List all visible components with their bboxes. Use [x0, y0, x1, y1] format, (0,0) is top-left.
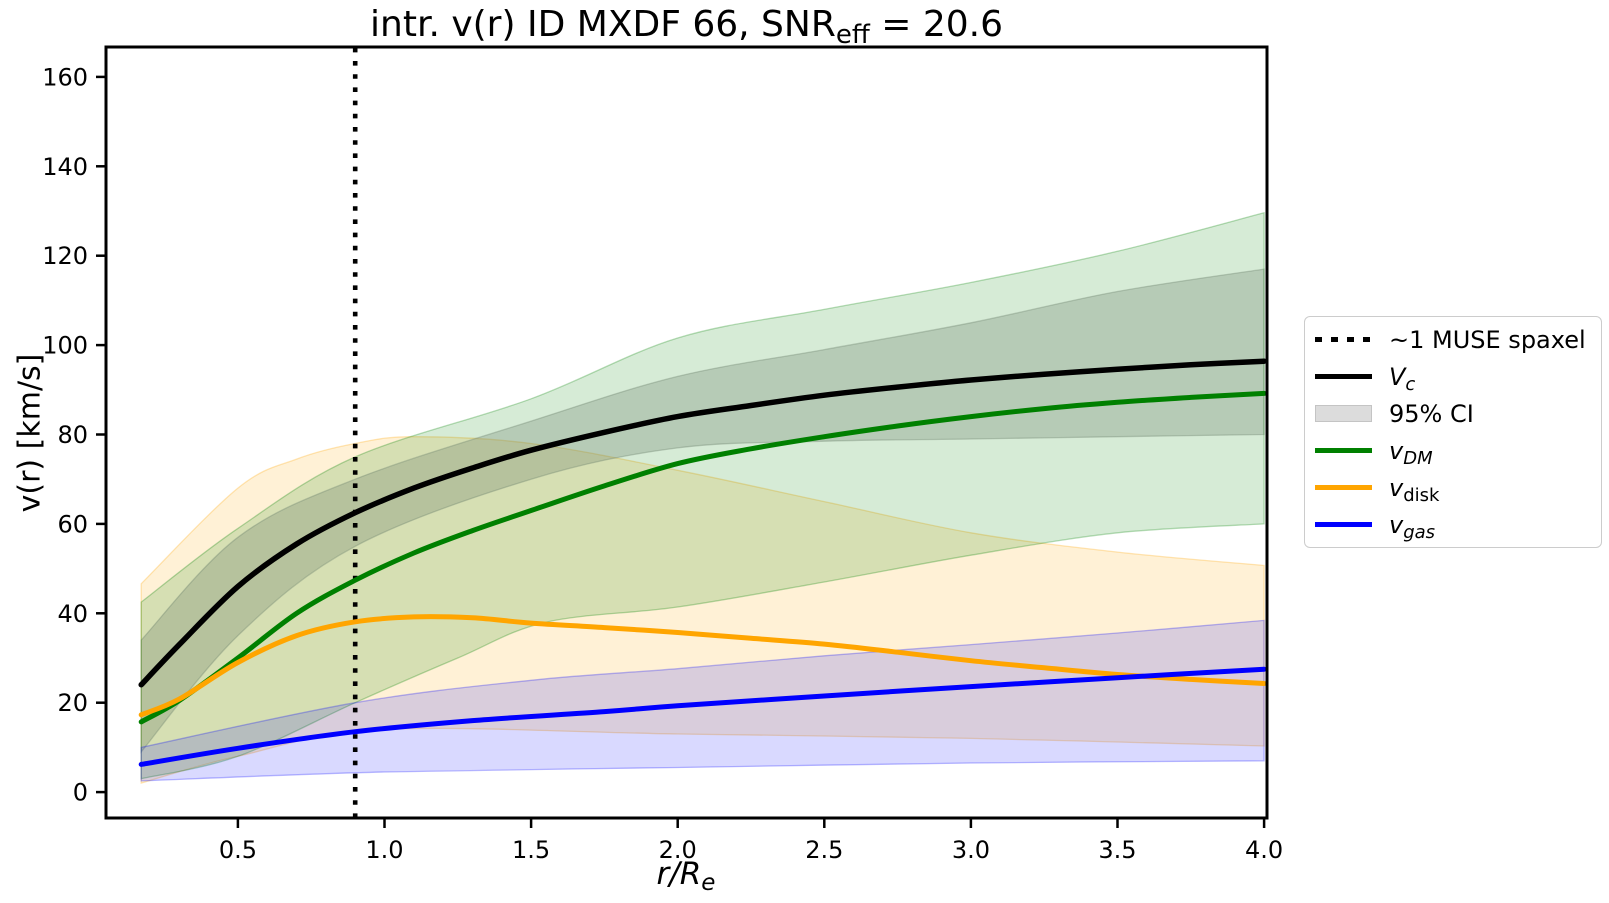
legend-label-subscript: c	[1405, 373, 1416, 395]
dotted-line-sample	[1315, 337, 1372, 342]
x-axis-label-main: r/R	[656, 856, 702, 892]
legend-label: vdisk	[1389, 473, 1439, 506]
chart-title-text: intr. v(r) ID MXDF 66, SNR	[370, 4, 836, 45]
chart-title-subscript: eff	[835, 20, 870, 50]
x-tick-label: 2.0	[659, 836, 697, 864]
legend-label-text: v	[1389, 510, 1404, 539]
legend-item-vdisk: vdisk	[1315, 469, 1591, 506]
x-axis-label: r/Re	[656, 856, 716, 896]
x-tick-label: 4.0	[1245, 836, 1283, 864]
legend-label: vgas	[1389, 510, 1435, 543]
legend-label-subscript: disk	[1403, 484, 1440, 506]
x-tick-label: 1.0	[365, 836, 403, 864]
y-tick-label: 40	[57, 600, 88, 628]
x-tick-label: 3.5	[1098, 836, 1136, 864]
y-tick-label: 60	[57, 510, 88, 538]
y-tick-label: 160	[42, 63, 88, 91]
vgas-line-sample	[1315, 522, 1372, 527]
chart-title: intr. v(r) ID MXDF 66, SNReff = 20.6	[106, 4, 1267, 50]
axes-spines	[104, 45, 1269, 820]
vdisk-line-sample	[1315, 485, 1372, 490]
legend-label-text: V	[1389, 362, 1406, 391]
chart-title-value: = 20.6	[869, 4, 1003, 45]
ci-patch-sample	[1315, 405, 1372, 422]
legend-item-vdm: vDM	[1315, 432, 1591, 469]
legend-item-95ci: 95% CI	[1315, 395, 1591, 432]
vc-line-sample	[1315, 374, 1372, 379]
y-tick-label: 140	[42, 153, 88, 181]
series-line-vdisk	[138, 614, 1267, 718]
ci-band-95-ci-v-dm	[140, 211, 1265, 780]
legend: ~1 MUSE spaxel Vc 95% CI vDM vdisk vgas	[1304, 316, 1602, 548]
legend-item-muse-spaxel: ~1 MUSE spaxel	[1315, 321, 1591, 358]
legend-label: vDM	[1389, 436, 1433, 469]
series-line-vc	[138, 358, 1267, 688]
legend-label-text: ~1 MUSE spaxel	[1389, 325, 1586, 354]
legend-label-subscript: gas	[1403, 521, 1436, 543]
plot-contents	[138, 47, 1267, 818]
legend-label: Vc	[1389, 362, 1415, 395]
legend-label-subscript: DM	[1403, 447, 1433, 469]
x-tick-label: 3.0	[952, 836, 990, 864]
y-axis-label: v(r) [km/s]	[12, 353, 48, 513]
series-line-vgas	[138, 666, 1267, 767]
x-tick-label: 1.5	[512, 836, 550, 864]
legend-label: 95% CI	[1389, 400, 1474, 428]
y-tick-label: 120	[42, 242, 88, 270]
x-tick-label: 0.5	[219, 836, 257, 864]
y-tick-label: 80	[57, 421, 88, 449]
legend-label: ~1 MUSE spaxel	[1389, 326, 1586, 354]
y-tick-label: 100	[42, 332, 88, 360]
legend-item-vgas: vgas	[1315, 506, 1591, 543]
legend-label-text: 95% CI	[1389, 399, 1474, 428]
ci-band-95-ci-v-disk	[140, 436, 1265, 784]
x-tick-label: 2.5	[805, 836, 843, 864]
legend-label-text: v	[1389, 436, 1404, 465]
legend-item-vc: Vc	[1315, 358, 1591, 395]
ci-band-95-ci-v-c	[140, 268, 1265, 754]
vdm-line-sample	[1315, 448, 1372, 453]
series-line-vdm	[138, 390, 1267, 725]
y-tick-label: 0	[73, 779, 88, 807]
legend-label-text: v	[1389, 473, 1404, 502]
y-tick-label: 20	[57, 689, 88, 717]
x-axis-label-subscript: e	[701, 870, 716, 896]
